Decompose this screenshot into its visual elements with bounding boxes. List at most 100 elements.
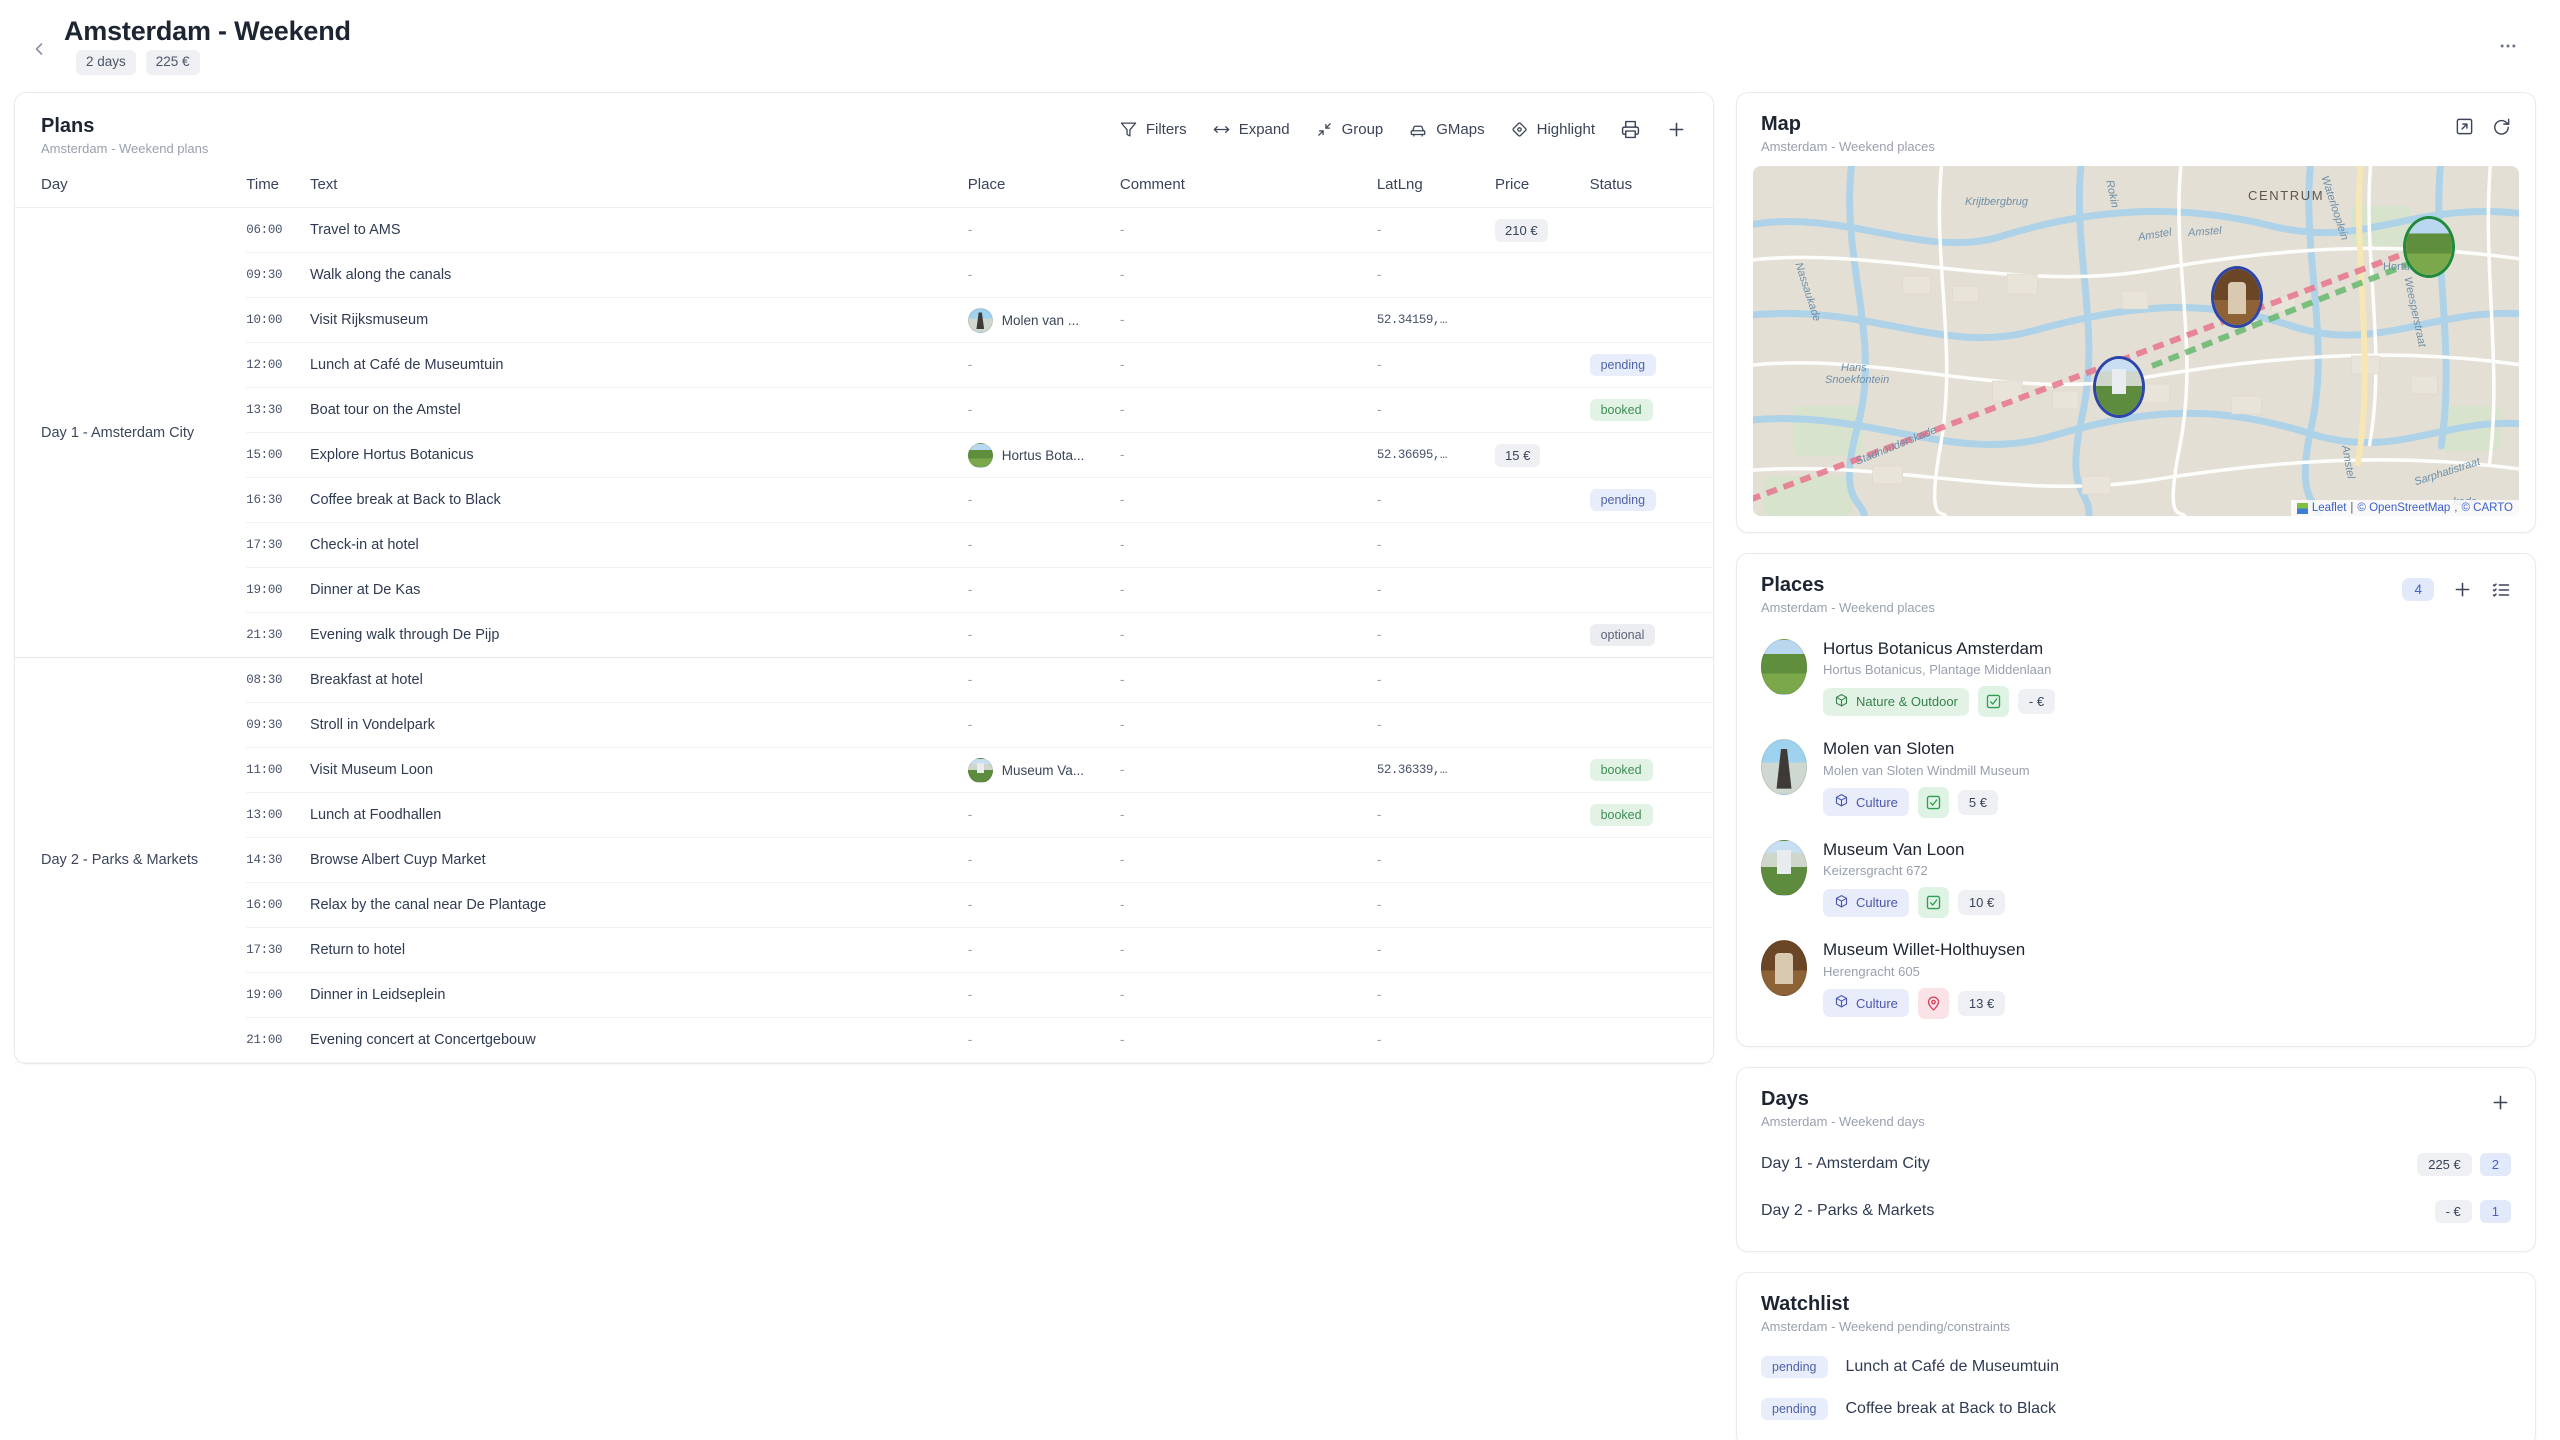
attr-sep-1: |: [2350, 502, 2354, 515]
cell-text: Check-in at hotel: [309, 522, 968, 569]
col-header-day[interactable]: Day: [15, 170, 247, 209]
leaflet-link[interactable]: Leaflet: [2311, 502, 2347, 515]
map-pin-icon[interactable]: [1917, 987, 1949, 1019]
col-header-time[interactable]: Time: [246, 170, 310, 209]
list-item[interactable]: Molen van Sloten Molen van Sloten Windmil…: [1737, 728, 2535, 828]
col-header-text[interactable]: Text: [309, 170, 968, 209]
category-tag[interactable]: Culture: [1823, 989, 1909, 1018]
place-chip[interactable]: Molen van ...: [967, 307, 1120, 333]
table-row[interactable]: 12:00 Lunch at Café de Museumtuin - - - pendi…: [15, 342, 1713, 389]
table-row[interactable]: 09:30 Walk along the canals - - -: [15, 252, 1713, 299]
category-tag[interactable]: Culture: [1823, 788, 1909, 817]
col-header-comment[interactable]: Comment: [1119, 170, 1377, 209]
table-row[interactable]: 11:00 Visit Museum Loon Museum Va... - 52.36…: [15, 747, 1713, 794]
table-row[interactable]: 13:00 Lunch at Foodhallen - - - booked: [15, 792, 1713, 839]
col-header-price[interactable]: Price: [1495, 170, 1590, 209]
place-price: 5 €: [1957, 789, 1998, 815]
list-item[interactable]: Day 1 - Amsterdam City 225 € 2: [1737, 1141, 2535, 1188]
table-row[interactable]: 19:00 Dinner at De Kas - - -: [15, 567, 1713, 614]
table-row[interactable]: 16:00 Relax by the canal near De Plantage…: [15, 882, 1713, 929]
col-header-latlng[interactable]: LatLng: [1376, 170, 1496, 209]
cell-text: Stroll in Vondelpark: [309, 702, 968, 749]
osm-link[interactable]: © OpenStreetMap: [2357, 502, 2451, 515]
plans-table: Day Time Text Place Comment LatLng Price…: [15, 170, 1713, 1064]
cell-time: 06:00: [246, 207, 310, 254]
cell-time: 17:30: [246, 927, 310, 974]
map-header-text: Map Amsterdam - Weekend places: [1761, 113, 1935, 154]
cell-time: 16:00: [246, 882, 310, 929]
price-badge: 15 €: [1495, 443, 1541, 467]
carto-link[interactable]: © CARTO: [2461, 502, 2513, 515]
plans-card: Plans Amsterdam - Weekend plans Filters: [14, 92, 1714, 1065]
place-chip[interactable]: Hortus Bota...: [967, 442, 1120, 468]
printer-icon[interactable]: [1621, 120, 1640, 139]
cell-comment: -: [1119, 297, 1377, 344]
plus-icon[interactable]: [1666, 119, 1687, 140]
table-row[interactable]: 17:30 Check-in at hotel - - -: [15, 522, 1713, 569]
list-checks-icon[interactable]: [2491, 580, 2511, 600]
cell-place: -: [967, 252, 1120, 299]
filters-button[interactable]: Filters: [1120, 121, 1187, 138]
collapse-diagonal-icon: [1316, 121, 1333, 138]
map-marker-willet[interactable]: [2211, 266, 2263, 329]
list-item[interactable]: Museum Willet-Holthuysen Herengracht 605 C…: [1737, 929, 2535, 1029]
table-row[interactable]: 10:00 Visit Rijksmuseum Molen van ... - 52.3…: [15, 297, 1713, 344]
table-row[interactable]: 21:00 Evening concert at Concertgebouw - - -: [15, 1017, 1713, 1064]
table-row[interactable]: 21:30 Evening walk through De Pijp - - - opti…: [15, 612, 1713, 659]
list-item[interactable]: Museum Van Loon Keizersgracht 672 Culture 1…: [1737, 829, 2535, 929]
table-row[interactable]: 09:30 Stroll in Vondelpark - - -: [15, 702, 1713, 749]
plans-header: Plans Amsterdam - Weekend plans Filters: [15, 93, 1713, 170]
empty-value: -: [1119, 986, 1125, 1003]
cell-text: Boat tour on the Amstel: [309, 387, 968, 434]
category-tag[interactable]: Culture: [1823, 888, 1909, 917]
table-row[interactable]: 16:30 Coffee break at Back to Black - - - pen…: [15, 477, 1713, 524]
back-button[interactable]: [22, 32, 56, 66]
col-header-status[interactable]: Status: [1589, 170, 1713, 209]
map-marker-hortus[interactable]: [2403, 216, 2455, 279]
watchlist-header: Watchlist Amsterdam - Weekend pending/co…: [1737, 1273, 2535, 1346]
table-row[interactable]: 17:30 Return to hotel - - -: [15, 927, 1713, 974]
places-card: Places Amsterdam - Weekend places 4: [1736, 553, 2536, 1047]
check-square-icon[interactable]: [1917, 887, 1949, 919]
more-horizontal-icon[interactable]: [2490, 28, 2526, 64]
check-square-icon[interactable]: [1917, 786, 1949, 818]
places-list: Hortus Botanicus Amsterdam Hortus Botanic…: [1737, 628, 2535, 1030]
place-chip[interactable]: Museum Va...: [967, 757, 1120, 783]
table-row[interactable]: 15:00 Explore Hortus Botanicus Hortus Bota…: [15, 432, 1713, 479]
cell-latlng: -: [1376, 792, 1496, 839]
list-item[interactable]: pending Coffee break at Back to Black: [1737, 1388, 2535, 1430]
table-row[interactable]: 13:30 Boat tour on the Amstel - - - booked: [15, 387, 1713, 434]
table-row[interactable]: Day 1 - Amsterdam City 06:00 Travel to AMS…: [15, 207, 1713, 659]
table-row[interactable]: 19:00 Dinner in Leidseplein - - -: [15, 972, 1713, 1019]
list-item[interactable]: Hortus Botanicus Amsterdam Hortus Botanic…: [1737, 628, 2535, 728]
cell-place: -: [967, 792, 1120, 839]
table-row[interactable]: Day 2 - Parks & Markets 08:30 Breakfast at…: [15, 657, 1713, 1064]
col-header-place[interactable]: Place: [967, 170, 1120, 209]
cell-text: Evening walk through De Pijp: [309, 612, 968, 659]
expand-button[interactable]: Expand: [1213, 121, 1290, 138]
day-badges: - € 1: [2434, 1199, 2511, 1223]
empty-value: -: [967, 1031, 973, 1048]
map-marker-vanloon[interactable]: [2093, 356, 2145, 419]
cell-comment: -: [1119, 342, 1377, 389]
check-square-icon[interactable]: [1977, 686, 2009, 718]
plus-icon[interactable]: [2452, 579, 2473, 600]
cell-status: pending: [1589, 342, 1713, 389]
list-item[interactable]: Day 2 - Parks & Markets - € 1: [1737, 1188, 2535, 1235]
gmaps-button[interactable]: GMaps: [1409, 121, 1485, 139]
expand-icon[interactable]: [2455, 117, 2474, 136]
category-tag[interactable]: Nature & Outdoor: [1823, 687, 1969, 716]
watchlist-title: Watchlist: [1761, 1292, 1850, 1315]
day-count-badge: 2: [2479, 1152, 2511, 1176]
cell-place: Museum Va...: [967, 747, 1120, 794]
group-button[interactable]: Group: [1316, 121, 1383, 138]
cell-place: -: [967, 927, 1120, 974]
list-item[interactable]: pending Lunch at Café de Museumtuin: [1737, 1346, 2535, 1388]
map-canvas[interactable]: CENTRUM Krijtbergbrug Rokin Amstel Amste…: [1753, 166, 2519, 517]
refresh-icon[interactable]: [2492, 117, 2511, 136]
empty-value: -: [1119, 671, 1125, 688]
plus-icon[interactable]: [2490, 1092, 2511, 1113]
highlight-button[interactable]: Highlight: [1511, 121, 1595, 138]
table-row[interactable]: 14:30 Browse Albert Cuyp Market - - -: [15, 837, 1713, 884]
cell-time: 13:30: [246, 387, 310, 434]
